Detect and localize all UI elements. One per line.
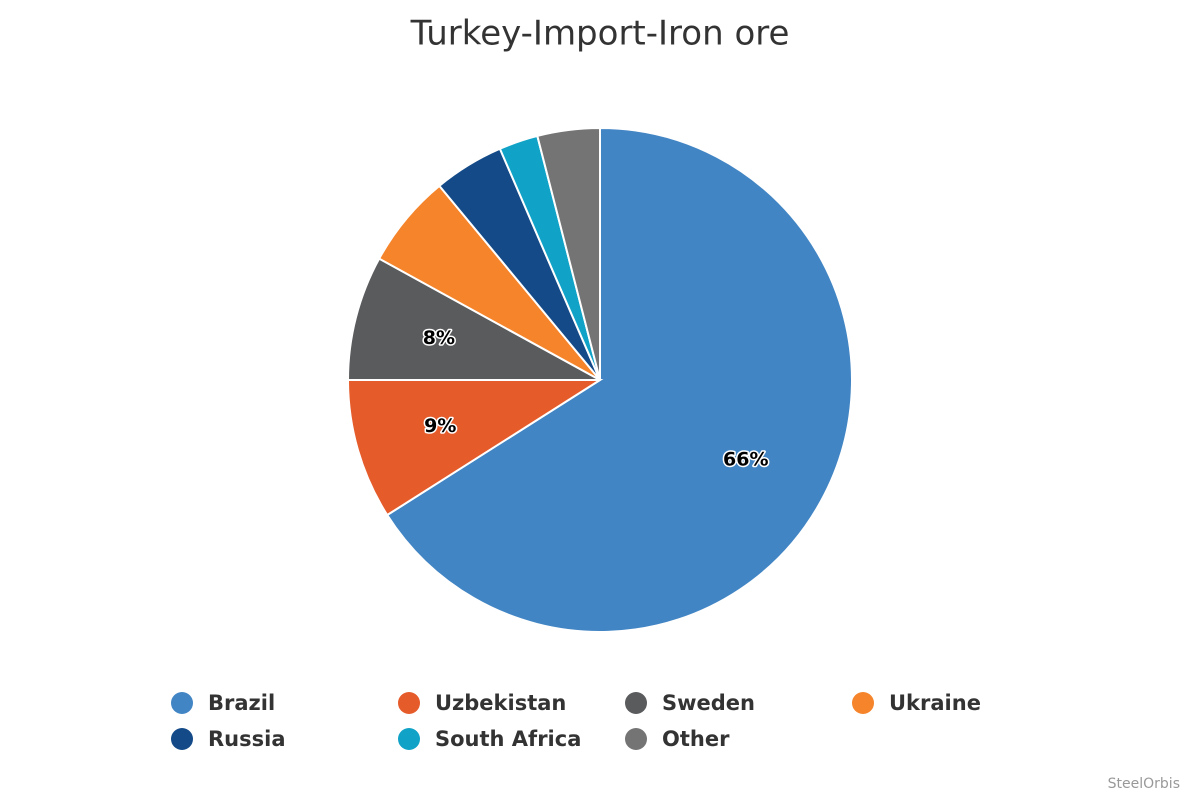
legend-text[interactable]: Ukraine [889,691,981,715]
legend-text[interactable]: Brazil [208,691,275,715]
pie-slice[interactable] [536,126,601,381]
data-label: 9% [424,415,456,437]
credit[interactable]: SteelOrbis [1108,776,1180,792]
chart-title: Turkey-Import-Iron ore [410,14,790,54]
data-label: 66% [723,449,768,471]
legend-text[interactable]: Other [662,727,730,751]
pie-slice[interactable] [346,379,604,517]
legend-marker[interactable] [625,692,647,714]
legend-text[interactable]: Uzbekistan [435,691,566,715]
legend-marker[interactable] [625,728,647,750]
legend-marker[interactable] [171,692,193,714]
pie-slice[interactable] [385,126,853,633]
pie-slice[interactable] [346,257,601,381]
data-label: 8% [423,327,455,349]
legend-text[interactable]: Russia [208,727,286,751]
legend-marker[interactable] [398,692,420,714]
legend-marker[interactable] [398,728,420,750]
legend-text[interactable]: Sweden [662,691,755,715]
legend-marker[interactable] [171,728,193,750]
legend-text[interactable]: South Africa [435,727,581,751]
legend-marker[interactable] [852,692,874,714]
